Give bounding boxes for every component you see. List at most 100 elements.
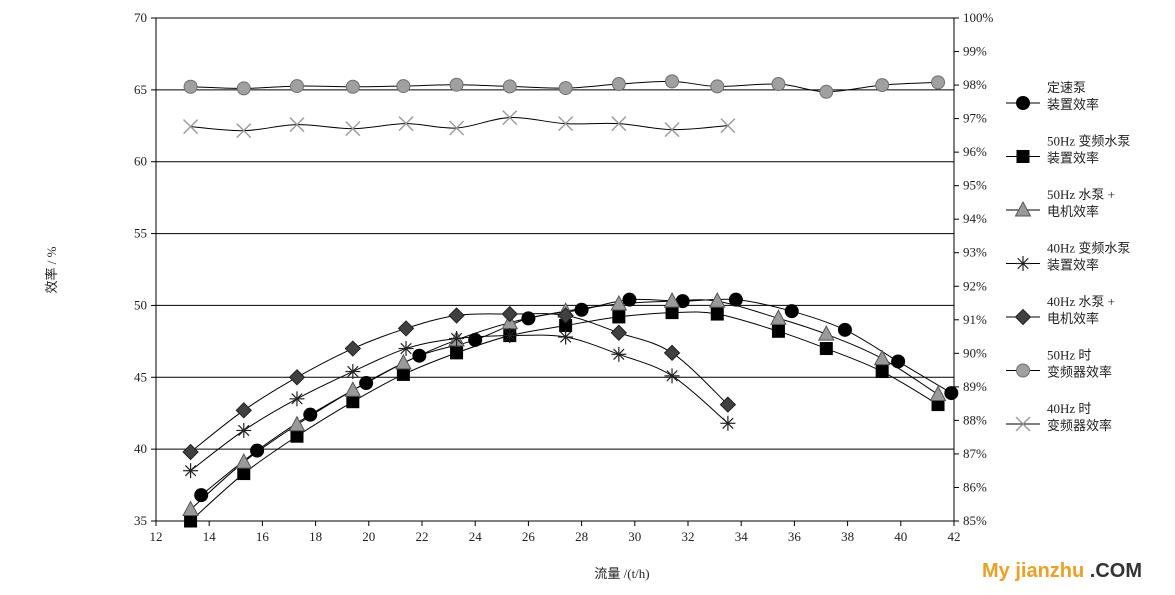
series-1-point-2 [290, 429, 304, 443]
tick-labels: 12 14 16 18 20 22 24 26 28 30 32 34 36 38 40 42 35 40 45 50… [134, 10, 994, 544]
series-4-point-8 [610, 324, 628, 341]
x-tick-label-10: 32 [682, 529, 695, 544]
legend-label-0-0: 定速泵 [1047, 80, 1086, 95]
series-2-point-0 [182, 500, 199, 517]
legend-label-5-1: 变频器效率 [1047, 365, 1112, 380]
series-1-point-11 [771, 324, 785, 338]
series-4-point-10 [719, 396, 737, 413]
y-axis-label: 效率 / % [44, 246, 59, 293]
legend-marker-5 [1016, 363, 1030, 378]
watermark-suffix: .COM [1089, 560, 1143, 582]
x-tick-label-14: 40 [894, 529, 907, 544]
series-3-point-7 [558, 329, 574, 345]
y2-tick-label-7: 92% [963, 278, 987, 293]
series-3-point-10 [720, 415, 736, 431]
series-0-point-7 [574, 302, 589, 317]
series-2-point-10 [708, 292, 726, 308]
series-0-point-14 [944, 386, 959, 401]
series-3-point-9 [664, 368, 680, 384]
y-tick-label-3: 50 [134, 297, 147, 312]
legend-label-6-1: 变频器效率 [1047, 418, 1112, 433]
series-1-point-3 [346, 395, 360, 409]
series-1-point-0 [184, 514, 198, 528]
series-1-point-13 [875, 365, 889, 379]
series-0-point-6 [521, 311, 536, 326]
x-tick-label-2: 16 [256, 529, 270, 544]
legend-label-4-0: 40Hz 水泵 + [1047, 294, 1115, 309]
series-0-point-8 [622, 292, 637, 307]
legend-label-3-0: 40Hz 变频水泵 [1047, 241, 1130, 256]
series-2-point-12 [817, 325, 835, 341]
series-3-point-3 [345, 364, 361, 380]
x-tick-label-6: 24 [469, 529, 483, 544]
x-tick-label-13: 38 [841, 529, 854, 544]
series-0-point-1 [250, 443, 265, 458]
watermark-main: My jianzhu [982, 560, 1085, 582]
series-1-point-1 [237, 467, 251, 481]
x-tick-label-12: 36 [788, 529, 802, 544]
series-0-point-11 [784, 304, 799, 319]
series-6-point-9 [664, 122, 680, 138]
series-3-point-8 [611, 346, 627, 362]
x-tick-label-5: 22 [416, 529, 429, 544]
legend-marker-6 [1015, 416, 1031, 432]
x-tick-label-8: 28 [575, 529, 588, 544]
series-2-point-1 [235, 453, 253, 469]
legend-item-2: 50Hz 水泵 + 电机效率 [1006, 187, 1115, 219]
x-tick-label-3: 18 [309, 529, 322, 544]
series-0-point-4 [412, 348, 427, 363]
series-3-point-1 [236, 422, 252, 438]
series-2-point-2 [288, 415, 306, 432]
series-5-point-9 [665, 74, 680, 89]
series-6-point-7 [558, 116, 574, 132]
series-3-point-5 [449, 330, 465, 346]
series-6-point-2 [289, 117, 305, 133]
y-tick-label-1: 40 [134, 441, 147, 456]
legend-marker-0 [1016, 96, 1030, 110]
series-2-point-4 [395, 353, 412, 370]
series-5-point-0 [183, 79, 198, 94]
legend-marker-2 [1014, 200, 1032, 217]
series-4-point-0 [182, 443, 199, 461]
series-5-point-14 [931, 75, 946, 90]
y-tick-label-6: 65 [134, 82, 147, 97]
series-3-point-0 [183, 463, 199, 479]
series-1-point-12 [819, 342, 833, 356]
series-4-point-6 [501, 305, 518, 323]
y2-tick-label-4: 89% [963, 379, 987, 394]
series-4-point-5 [448, 307, 465, 324]
legend-marker-3 [1015, 256, 1031, 271]
legend-label-3-1: 装置效率 [1047, 258, 1099, 273]
y2-tick-label-5: 90% [963, 345, 987, 360]
series-1-point-14 [931, 398, 945, 412]
series-6-point-6 [502, 110, 518, 126]
series-5-point-2 [289, 79, 304, 94]
series-markers [182, 74, 959, 528]
x-tick-label-4: 20 [362, 529, 375, 544]
y-tick-label-7: 70 [134, 10, 147, 25]
series-1-point-4 [396, 367, 410, 381]
series-line-4 [190, 313, 729, 453]
y2-tick-label-10: 95% [963, 178, 987, 193]
series-4-point-3 [344, 340, 362, 357]
legend-label-6-0: 40Hz 时 [1047, 401, 1091, 416]
series-5-point-3 [345, 79, 360, 94]
y2-tick-label-12: 97% [963, 111, 987, 126]
axes [151, 17, 959, 526]
series-6-point-3 [345, 121, 361, 137]
y-tick-label-5: 60 [134, 154, 147, 169]
y2-tick-label-0: 85% [963, 513, 987, 528]
series-5-point-1 [236, 81, 251, 96]
series-5-point-13 [875, 78, 890, 93]
series-2-point-14 [929, 385, 947, 402]
legend-label-1-1: 装置效率 [1047, 151, 1099, 166]
series-5-point-10 [710, 79, 725, 94]
x-tick-label-11: 34 [735, 529, 749, 544]
series-5-point-5 [449, 77, 464, 92]
watermark-logo: My jianzhu .COM [982, 560, 1142, 583]
gridlines [156, 17, 954, 522]
